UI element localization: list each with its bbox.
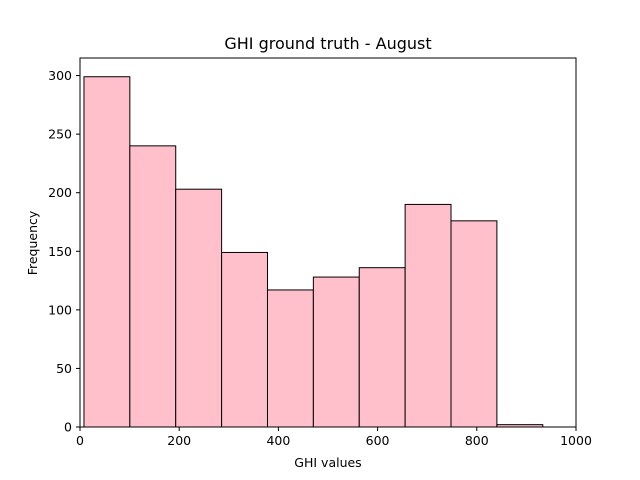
histogram-bar	[312, 276, 360, 428]
histogram-bar	[83, 76, 131, 428]
x-tick-label: 1000	[560, 433, 592, 448]
y-axis-label: Frequency	[25, 210, 40, 275]
x-axis-ticks: 0 200 400 600 800 1000	[76, 427, 592, 448]
histogram-bar	[221, 251, 268, 428]
x-axis-label: GHI values	[294, 455, 361, 470]
y-tick-label: 100	[48, 302, 72, 317]
bars-group	[83, 76, 544, 428]
y-tick-label: 50	[56, 361, 72, 376]
plot-frame	[79, 57, 577, 428]
y-tick-label: 0	[64, 420, 72, 435]
histogram-bar	[129, 145, 177, 428]
y-tick-label: 150	[48, 244, 72, 259]
y-tick-label: 250	[48, 127, 72, 142]
x-tick-label: 400	[266, 433, 290, 448]
x-tick-label: 0	[76, 433, 84, 448]
chart-title: GHI ground truth - August	[224, 34, 431, 53]
histogram-bar	[358, 267, 406, 428]
histogram-bar	[450, 220, 498, 428]
y-tick-label: 300	[48, 68, 72, 83]
histogram-bar	[175, 188, 223, 428]
x-tick-label: 600	[366, 433, 390, 448]
x-tick-label: 200	[167, 433, 191, 448]
y-tick-label: 200	[48, 185, 72, 200]
histogram-bar	[404, 203, 452, 428]
y-axis-ticks: 0 50 100 150 200 250 300	[48, 68, 80, 435]
histogram-bar	[266, 289, 314, 428]
x-tick-label: 800	[465, 433, 489, 448]
